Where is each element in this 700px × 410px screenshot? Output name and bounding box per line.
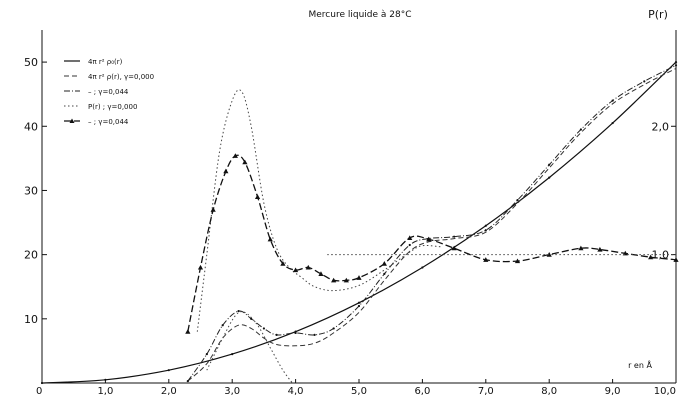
left-tick-label: 30 (24, 184, 38, 197)
series-1-point (611, 121, 614, 125)
series-3-point (262, 327, 265, 330)
series-5-point (381, 261, 387, 266)
series-5-point (426, 236, 432, 242)
series-3-point (313, 333, 316, 336)
series-3-point (383, 272, 386, 275)
series-line-7 (206, 311, 293, 384)
series-5-point (318, 271, 324, 276)
series-3-point (294, 331, 297, 335)
series-5-point (407, 235, 413, 241)
series-5-point (597, 246, 603, 252)
series-line-4 (196, 89, 442, 332)
series-5-point (242, 159, 248, 165)
series-3-point (408, 243, 411, 247)
series-1-point (421, 266, 424, 269)
series-5-point (254, 194, 261, 199)
x-tick-label: 8,0 (541, 386, 557, 397)
series-5-point (578, 245, 584, 251)
series-5-point (210, 207, 216, 212)
series-3-point (453, 235, 456, 238)
legend-label-2: 4π r² ρ(r), γ=0,000 (88, 73, 154, 81)
series-5-point (185, 329, 191, 334)
series-3-point (205, 353, 208, 356)
series-1-point (674, 60, 678, 64)
series-5-point (451, 245, 457, 251)
series-line-2 (187, 68, 677, 382)
series-5-point (232, 153, 238, 158)
series-5-point (356, 275, 362, 280)
series-5-point (331, 277, 337, 283)
axes: 10 20 30 40 50 1,0 2,0 0 1,0 2,0 3,0 4,0 5,0 6,0 7,0 8,… (24, 30, 677, 397)
legend-label-5: – ; γ=0,044 (88, 118, 129, 126)
legend-label-3: – ; γ=0,044 (88, 88, 129, 96)
series-line-1 (41, 61, 677, 384)
series-3-point (275, 333, 278, 336)
x-tick-label: 3,0 (224, 386, 240, 397)
series-5-point (223, 168, 229, 174)
series-5-point (648, 254, 654, 260)
series-1-point (167, 369, 170, 372)
right-tick-label: 2,0 (652, 120, 670, 133)
series-5-point (673, 257, 679, 262)
series-1-point (548, 176, 551, 179)
left-tick-label: 20 (24, 249, 38, 262)
series-3-point (611, 99, 614, 102)
x-tick-label: 7,0 (478, 386, 494, 397)
x-tick-label: 6,0 (414, 386, 430, 397)
series-1-point (357, 301, 361, 304)
series-3-point (221, 324, 224, 327)
x-tick-label: 10,0 (654, 386, 676, 397)
series-3-point (643, 80, 646, 83)
legend-label-4: P(r) ; γ=0,000 (88, 103, 137, 111)
series-3-point (548, 163, 551, 166)
x-tick-label: 4,0 (288, 386, 304, 397)
series-3-point (484, 229, 487, 232)
series-3-point (332, 327, 335, 330)
x-tick-label: 1,0 (97, 386, 113, 397)
series-1-point (40, 381, 44, 385)
series-1-point (484, 224, 487, 227)
x-tick-label: 2,0 (161, 386, 177, 397)
series-5-point (280, 261, 286, 266)
series-5-point (514, 258, 521, 264)
x-tick-label: 5,0 (351, 386, 367, 397)
series-5-point (267, 236, 273, 242)
series-3-point (579, 128, 583, 131)
legend: 4π r² ρ₀(r) 4π r² ρ(r), γ=0,000 – ; γ=0,04… (64, 58, 154, 126)
legend-marker-5 (69, 118, 75, 123)
chart-title: Mercure liquide à 28°C (309, 10, 412, 20)
x-axis-label: r en Å (628, 359, 652, 370)
x-tick-label: 0 (36, 386, 42, 397)
series-5-point (305, 264, 311, 270)
series-5-point (343, 277, 349, 283)
right-axis-label: P(r) (648, 8, 668, 21)
series-5-point (546, 252, 552, 257)
left-tick-label: 10 (24, 313, 38, 326)
right-tick-label: 1,0 (652, 249, 670, 262)
series-line-3 (187, 64, 677, 382)
series-3-point (357, 304, 361, 308)
series-layer (40, 60, 679, 385)
series-5-point (293, 267, 299, 273)
series-1-point (231, 353, 234, 356)
legend-label-1: 4π r² ρ₀(r) (88, 58, 123, 66)
series-3-point (674, 64, 678, 67)
series-1-point (104, 378, 107, 381)
left-tick-label: 50 (24, 56, 38, 69)
series-3-point (250, 317, 253, 320)
series-5-point (197, 264, 204, 270)
x-tick-label: 9,0 (605, 386, 621, 397)
series-3-point (516, 198, 519, 202)
series-5-point (483, 257, 489, 262)
left-tick-label: 40 (24, 120, 38, 133)
series-3-point (186, 379, 189, 383)
series-3-point (237, 310, 240, 313)
